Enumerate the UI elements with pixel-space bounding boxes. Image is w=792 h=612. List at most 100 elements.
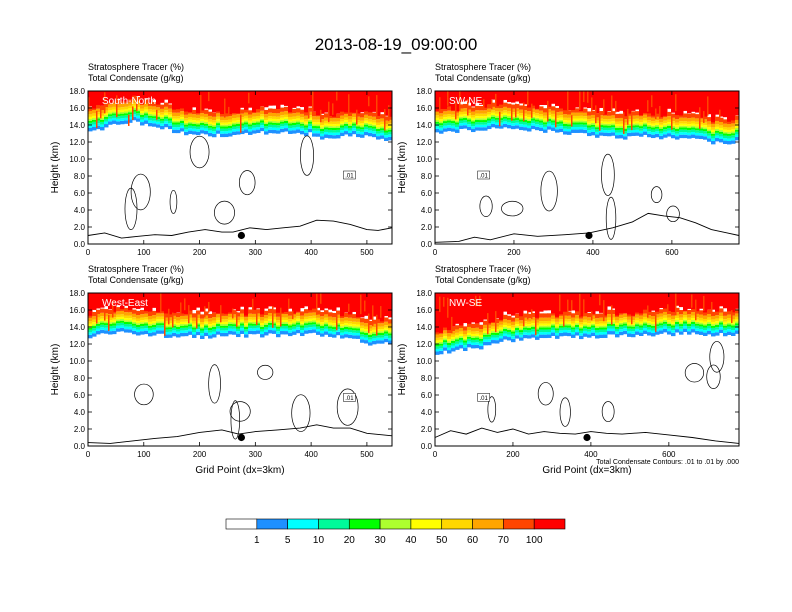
tracer-cell: [503, 328, 508, 331]
tracer-cell: [112, 99, 117, 104]
tracer-cell: [535, 333, 540, 337]
tracer-cell: [639, 318, 644, 322]
tracer-cell: [619, 293, 624, 314]
tracer-cell: [116, 293, 121, 306]
tracer-cell: [619, 326, 624, 330]
panel-west-east: Stratosphere Tracer (%)Total Condensate …: [50, 264, 393, 476]
tracer-cell: [723, 123, 728, 127]
tracer-cell: [463, 117, 468, 121]
y-tick-label: 6.0: [74, 391, 86, 400]
tracer-cell: [555, 332, 560, 336]
tracer-cell: [172, 321, 177, 324]
tracer-cell: [176, 120, 181, 123]
tracer-cell: [547, 121, 552, 124]
tracer-cell: [671, 330, 676, 333]
tracer-cell: [659, 128, 664, 131]
tracer-cell: [256, 323, 261, 326]
tracer-cell: [519, 326, 524, 329]
tracer-cell: [388, 123, 392, 126]
tracer-cell: [539, 122, 544, 126]
tracer-cell: [344, 125, 349, 129]
tracer-cell: [180, 325, 185, 328]
tracer-cell: [691, 134, 696, 138]
tracer-cell: [356, 124, 361, 127]
tracer-cell: [687, 317, 692, 321]
tracer-cell: [116, 110, 121, 113]
tracer-cell: [332, 317, 337, 321]
tracer-cell: [292, 314, 297, 318]
tracer-cell: [571, 323, 576, 326]
tracer-cell: [695, 321, 700, 324]
tracer-cell: [587, 127, 592, 131]
tracer-cell: [675, 125, 680, 128]
tracer-cell: [320, 125, 325, 128]
tracer-cell: [655, 133, 660, 138]
tracer-cell: [300, 113, 305, 118]
tracer-cell: [324, 120, 329, 124]
tracer-cell: [435, 91, 440, 111]
tracer-cell: [659, 321, 664, 324]
tracer-cell: [244, 326, 249, 330]
tracer-cell: [140, 317, 145, 321]
tracer-cell: [727, 129, 732, 133]
tracer-cell: [719, 320, 724, 323]
tracer-cell: [475, 333, 480, 336]
tracer-cell: [176, 116, 181, 119]
tracer-cell: [376, 329, 381, 332]
tracer-cell: [296, 126, 301, 130]
tracer-cell: [324, 134, 329, 138]
tracer-cell: [272, 316, 277, 320]
tracer-cell: [495, 107, 500, 112]
tracer-cell: [92, 119, 97, 122]
tracer-cell: [475, 323, 480, 328]
tracer-cell: [659, 130, 664, 134]
tracer-cell: [144, 323, 149, 326]
tracer-cell: [352, 321, 357, 325]
tracer-cell: [547, 327, 552, 330]
panels: Stratosphere Tracer (%)Total Condensate …: [50, 62, 740, 476]
tracer-cell: [136, 91, 141, 97]
tracer-cell: [723, 119, 728, 124]
tracer-cell: [336, 129, 341, 133]
tracer-cell: [168, 112, 173, 115]
tracer-cell: [459, 91, 464, 102]
tracer-cell: [623, 133, 628, 137]
tracer-cell: [120, 103, 125, 108]
tracer-cell: [631, 125, 636, 128]
tracer-cell: [515, 120, 520, 123]
tracer-cell: [196, 318, 201, 321]
tracer-cell: [435, 346, 440, 349]
tracer-cell: [639, 122, 644, 125]
tracer-cell: [631, 331, 636, 334]
tracer-cell: [228, 314, 233, 318]
location-marker: [585, 231, 593, 240]
tracer-cell: [715, 329, 720, 333]
tracer-cell: [511, 116, 516, 119]
tracer-cell: [304, 91, 309, 113]
tracer-cell: [727, 138, 732, 142]
tracer-cell: [200, 122, 205, 126]
tracer-cell: [543, 115, 548, 119]
tracer-cell: [304, 115, 309, 120]
tracer-cell: [471, 339, 476, 343]
tracer-cell: [675, 329, 680, 333]
tracer-cell: [663, 131, 668, 135]
tracer-cell: [192, 325, 197, 328]
tracer-cell: [635, 314, 640, 318]
tracer-cell: [352, 123, 357, 126]
tracer-cell: [691, 312, 696, 316]
tracer-cell: [308, 322, 313, 325]
tracer-cell: [563, 123, 568, 127]
tracer-cell: [100, 327, 105, 330]
tracer-cell: [663, 117, 668, 121]
tracer-cell: [268, 116, 273, 119]
y-tick-label: 14.0: [69, 323, 85, 332]
tracer-cell: [324, 131, 329, 135]
tracer-cell: [571, 129, 576, 133]
tracer-cell: [212, 320, 217, 324]
tracer-cell: [180, 91, 185, 109]
tracer-cell: [100, 119, 105, 122]
tracer-cell: [447, 328, 452, 334]
tracer-cell: [567, 114, 572, 118]
tracer-cell: [300, 293, 305, 309]
